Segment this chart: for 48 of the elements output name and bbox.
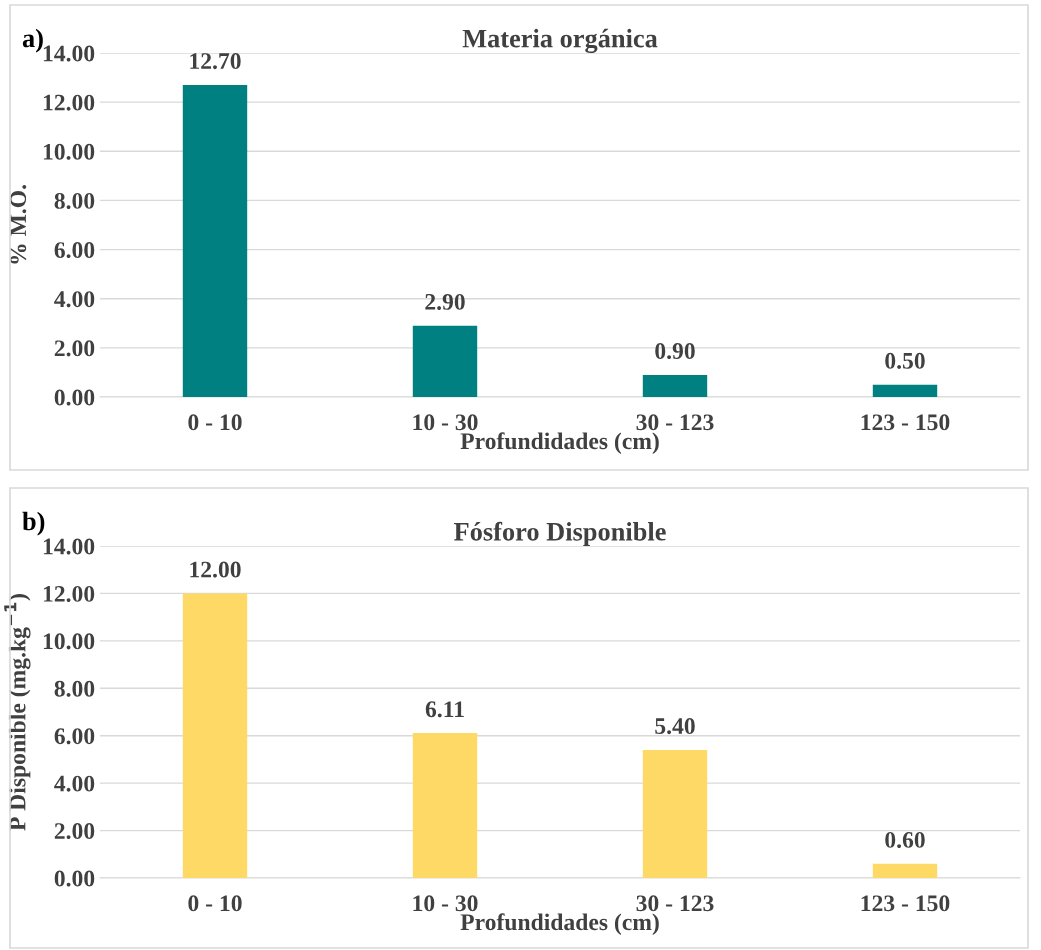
x-tick-label: 10 - 30 xyxy=(413,895,478,912)
y-axis-title: P Disponible (mg.kg$^{−1}$) xyxy=(4,594,31,831)
y-tick-label: 0.00 xyxy=(54,389,95,406)
y-tick-label: 10.00 xyxy=(43,633,95,650)
y-tick-label: 4.00 xyxy=(54,775,95,792)
y-tick-label: 8.00 xyxy=(54,192,95,209)
y-tick-label: 0.00 xyxy=(54,870,95,887)
data-label: 0.90 xyxy=(655,343,695,360)
y-tick-label: 10.00 xyxy=(43,143,95,160)
bar xyxy=(182,593,248,878)
bar xyxy=(642,374,708,397)
x-axis-title: Profundidades (cm) xyxy=(460,913,659,935)
bar xyxy=(642,749,708,878)
x-tick-label: 123 - 150 xyxy=(861,895,950,912)
text: b) xyxy=(22,511,45,536)
chart-title: Materia orgánica xyxy=(462,28,658,53)
x-tick-label: 123 - 150 xyxy=(861,414,950,431)
x-tick-label: 0 - 10 xyxy=(188,895,242,912)
data-label: 12.00 xyxy=(190,561,241,578)
y-tick-label: 14.00 xyxy=(43,45,95,62)
y-tick-label: 14.00 xyxy=(43,538,95,555)
bar xyxy=(872,863,938,878)
bar xyxy=(412,325,478,397)
bar xyxy=(872,384,938,397)
y-tick-label: 4.00 xyxy=(54,291,95,308)
x-tick-label: 30 - 123 xyxy=(636,895,714,912)
bar xyxy=(182,84,248,397)
y-tick-label: 12.00 xyxy=(43,94,95,111)
data-label: 0.60 xyxy=(885,831,925,848)
data-label: 6.11 xyxy=(425,701,464,718)
bar xyxy=(412,733,478,878)
data-label: 2.90 xyxy=(425,293,465,310)
y-tick-label: 8.00 xyxy=(54,680,95,697)
data-label: 5.40 xyxy=(655,718,695,735)
text: a) xyxy=(22,28,43,53)
y-tick-label: 2.00 xyxy=(54,823,95,840)
y-axis-title: % M.O. xyxy=(10,185,27,264)
y-tick-label: 6.00 xyxy=(54,728,95,745)
x-tick-label: 10 - 30 xyxy=(413,414,478,431)
y-tick-label: 6.00 xyxy=(54,242,95,259)
x-tick-label: 30 - 123 xyxy=(636,414,714,431)
data-label: 12.70 xyxy=(190,53,241,70)
y-tick-label: 12.00 xyxy=(43,585,95,602)
chart-title: Fósforo Disponible xyxy=(454,521,666,546)
x-axis-title: Profundidades (cm) xyxy=(460,432,659,454)
x-tick-label: 0 - 10 xyxy=(188,414,242,431)
y-tick-label: 2.00 xyxy=(54,340,95,357)
data-label: 0.50 xyxy=(885,352,925,369)
